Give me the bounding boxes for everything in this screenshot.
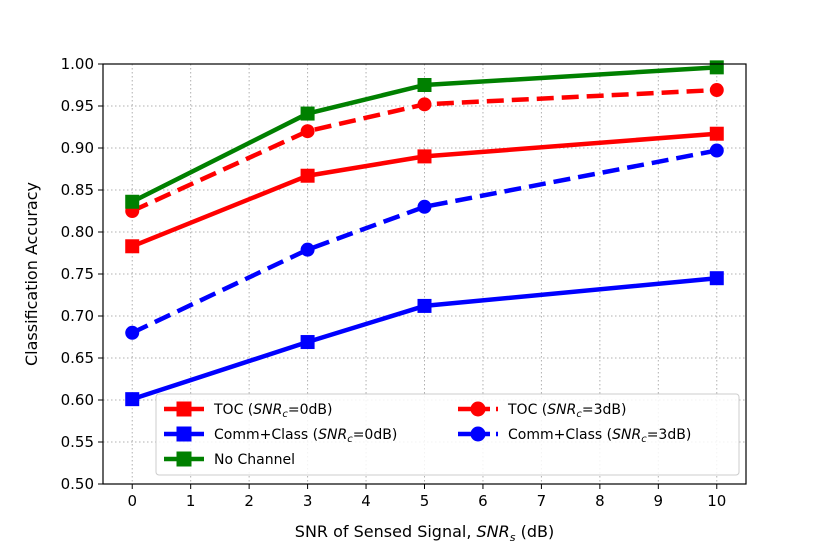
series-toc-snr-c-3db [125, 83, 724, 218]
data-point-marker [300, 168, 315, 183]
x-axis-label: SNR of Sensed Signal, SNRs (dB) [295, 522, 554, 544]
series-comm-class-snr-c-0db [125, 271, 724, 407]
series-no-channel [125, 60, 724, 209]
series-line [131, 148, 718, 335]
data-point-marker [300, 242, 315, 257]
data-point-marker [417, 149, 432, 164]
y-axis-label: Classification Accuracy [22, 182, 41, 366]
legend-marker [470, 426, 486, 442]
legend-label: Comm+Class (SNRc=3dB) [508, 427, 691, 445]
data-point-marker [300, 106, 315, 121]
y-tick-label: 0.60 [61, 391, 94, 409]
data-point-marker [709, 126, 724, 141]
legend-marker [176, 451, 192, 467]
legend-label: TOC (SNRc=0dB) [213, 402, 332, 420]
data-point-marker [125, 194, 140, 209]
legend-label: TOC (SNRc=3dB) [507, 402, 626, 420]
legend: TOC (SNRc=0dB) Comm+Class (SNRc=0dB) No Ch… [155, 393, 740, 476]
data-point-marker [709, 271, 724, 286]
series-line [131, 87, 717, 214]
legend-entry-comm-class-snr-c-0db: Comm+Class (SNRc=0dB) [164, 426, 397, 445]
series-line [131, 131, 717, 249]
data-point-marker [417, 298, 432, 313]
axes: 0 1 2 3 4 5 6 7 8 9 10 0.50 0.55 0.60 0.65 0.70 0.75 0.80… [22, 55, 726, 544]
x-tick-label: 7 [537, 492, 547, 510]
y-tick-label: 0.50 [61, 475, 94, 493]
y-tick-label: 0.95 [61, 97, 94, 115]
y-tick-label: 0.85 [61, 181, 94, 199]
data-point-marker [300, 335, 315, 350]
series-toc-snr-c-0db [125, 126, 724, 254]
series-line [131, 275, 717, 402]
x-tick-label: 3 [303, 492, 313, 510]
data-point-marker [417, 97, 432, 112]
data-point-marker [709, 60, 724, 75]
legend-entry-toc-snr-c-0db: TOC (SNRc=0dB) [164, 401, 332, 420]
series-layer [125, 60, 724, 407]
y-tick-label: 0.70 [61, 307, 94, 325]
y-tick-label: 0.65 [61, 349, 94, 367]
x-tick-label: 9 [654, 492, 664, 510]
y-tick-label: 0.90 [61, 139, 94, 157]
x-tick-label: 5 [420, 492, 430, 510]
data-point-marker [125, 325, 140, 340]
x-tick-label: 10 [707, 492, 726, 510]
data-point-marker [125, 239, 140, 254]
data-point-marker [709, 83, 724, 98]
data-point-marker [417, 78, 432, 92]
y-tick-label: 1.00 [61, 55, 94, 73]
data-point-marker [709, 143, 724, 158]
y-tick-label: 0.80 [61, 223, 94, 241]
x-tick-label: 8 [595, 492, 605, 510]
series-comm-class-snr-c-3db [125, 143, 724, 340]
legend-marker [176, 401, 192, 417]
legend-marker [470, 401, 486, 417]
legend-marker [176, 426, 192, 442]
legend-entry-comm-class-snr-c-3db: Comm+Class (SNRc=3dB) [458, 426, 691, 445]
series-line [131, 65, 717, 204]
legend-frame [155, 393, 740, 476]
legend-entry-toc-snr-c-3db: TOC (SNRc=3dB) [458, 401, 626, 420]
legend-label: Comm+Class (SNRc=0dB) [214, 427, 397, 445]
data-point-marker [125, 392, 140, 407]
x-tick-label: 6 [478, 492, 488, 510]
x-tick-label: 0 [127, 492, 137, 510]
x-tick-label: 1 [186, 492, 196, 510]
y-tick-label: 0.75 [61, 265, 94, 283]
data-point-marker [417, 199, 432, 214]
data-point-marker [300, 124, 315, 139]
x-tick-label: 2 [244, 492, 254, 510]
legend-entry-no-channel: No Channel [164, 451, 295, 468]
x-tick-label: 4 [361, 492, 371, 510]
legend-label: No Channel [214, 452, 295, 468]
y-tick-label: 0.55 [61, 433, 94, 451]
